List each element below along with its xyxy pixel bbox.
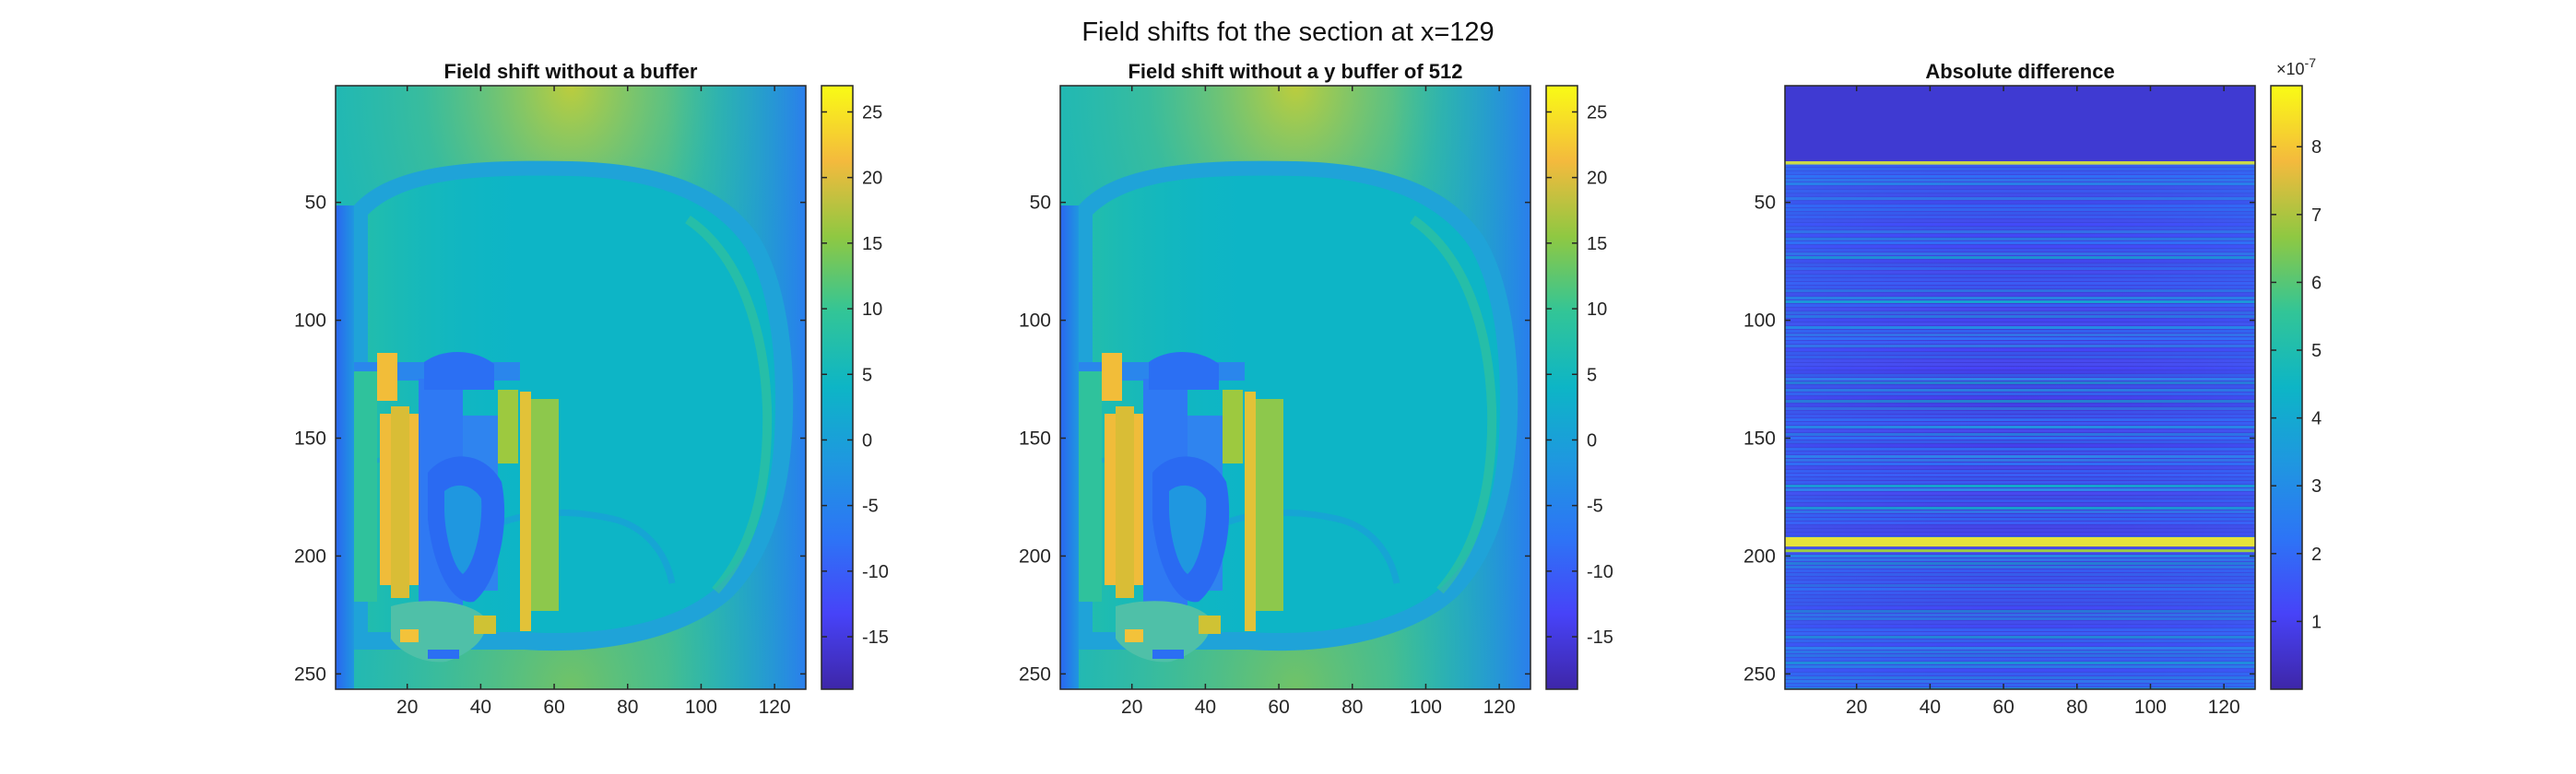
colorbar-tick-label: 6 — [2311, 273, 2322, 293]
y-tick-label: 150 — [1019, 428, 1051, 450]
y-tick-label: 250 — [1019, 663, 1051, 685]
panel-title: Field shift without a y buffer of 512 — [1128, 60, 1462, 83]
axes-frame — [335, 85, 807, 690]
x-tick-label: 20 — [396, 697, 418, 718]
colorbar-frame — [1545, 85, 1578, 690]
y-tick-label: 200 — [1019, 545, 1051, 567]
colorbar-tick-label: 4 — [2311, 409, 2322, 429]
x-tick-label: 120 — [759, 697, 791, 718]
bright-band-edge — [1785, 549, 2255, 553]
y-tick-label: 100 — [294, 311, 326, 332]
heatmap-image — [1785, 86, 2255, 689]
panel-2: Field shift without a y buffer of 512 20 4… — [1019, 60, 1613, 718]
y-tick-label: 100 — [1019, 311, 1051, 332]
y-tick-label: 250 — [294, 663, 326, 685]
colorbar-tick-label: 5 — [2311, 341, 2322, 361]
x-tick-label: 60 — [543, 697, 564, 718]
x-tick-label: 20 — [1121, 697, 1142, 718]
x-tick-label: 100 — [2134, 697, 2167, 718]
x-tick-label: 120 — [1483, 697, 1516, 718]
colorbar-tick-label: 3 — [2311, 476, 2322, 497]
axes-frame — [1784, 85, 2256, 690]
y-tick-label: 150 — [294, 428, 326, 450]
colorbar-tick-label: 15 — [862, 234, 882, 254]
axes-frame — [1059, 85, 1531, 690]
colorbar-tick-label: -15 — [862, 627, 889, 648]
colorbar-tick-label: 0 — [1587, 430, 1597, 451]
colorbar-tick-label: 5 — [1587, 365, 1597, 385]
x-tick-label: 40 — [1920, 697, 1941, 718]
y-tick-label: 150 — [1743, 428, 1776, 450]
colorbar-tick-label: -5 — [862, 497, 879, 517]
colorbar-tick-label: 5 — [862, 365, 872, 385]
colorbar-tick-label: -10 — [1587, 562, 1613, 582]
panel-title: Absolute difference — [1925, 60, 2114, 83]
colorbar-frame — [2270, 85, 2303, 690]
colorbar-tick-label: -10 — [862, 562, 889, 582]
y-tick-label: 200 — [294, 545, 326, 567]
y-tick-label: 250 — [1743, 663, 1776, 685]
x-tick-label: 80 — [1341, 697, 1363, 718]
y-tick-label: 50 — [305, 193, 326, 214]
colorbar — [1546, 86, 1578, 689]
x-tick-label: 80 — [617, 697, 638, 718]
colorbar-tick-label: -5 — [1587, 497, 1603, 517]
x-tick-label: 40 — [1195, 697, 1216, 718]
x-tick-label: 120 — [2208, 697, 2240, 718]
x-tick-label: 40 — [470, 697, 491, 718]
colorbar-tick-label: 25 — [862, 102, 882, 123]
colorbar-tick-label: 20 — [862, 169, 882, 189]
colorbar-tick-label: 1 — [2311, 612, 2322, 632]
colorbar-frame — [821, 85, 854, 690]
colorbar-tick-label: 10 — [862, 299, 882, 320]
colorbar — [2271, 86, 2302, 689]
y-tick-label: 50 — [1755, 193, 1776, 214]
bright-band — [1785, 536, 2255, 547]
x-tick-label: 100 — [685, 697, 717, 718]
colorbar-tick-label: 10 — [1587, 299, 1607, 320]
x-tick-label: 20 — [1846, 697, 1867, 718]
colorbar-exponent: ×10-7 — [2276, 55, 2316, 78]
colorbar-tick-label: 20 — [1587, 169, 1607, 189]
colorbar-tick-label: 25 — [1587, 102, 1607, 123]
x-tick-label: 60 — [1268, 697, 1289, 718]
y-tick-label: 200 — [1743, 545, 1776, 567]
colorbar-tick-label: 7 — [2311, 205, 2322, 226]
x-tick-label: 100 — [1410, 697, 1442, 718]
colorbar — [821, 86, 853, 689]
colorbar-tick-label: 0 — [862, 430, 872, 451]
heatmap-image — [336, 86, 806, 689]
y-tick-label: 100 — [1743, 311, 1776, 332]
panel-title: Field shift without a buffer — [444, 60, 698, 83]
colorbar-tick-label: 8 — [2311, 137, 2322, 158]
x-tick-label: 60 — [1992, 697, 2014, 718]
colorbar-tick-label: -15 — [1587, 627, 1613, 648]
figure-title: Field shifts fot the section at x=129 — [1081, 18, 1494, 47]
colorbar-tick-label: 2 — [2311, 545, 2322, 565]
y-tick-label: 50 — [1030, 193, 1051, 214]
colorbar-tick-label: 15 — [1587, 234, 1607, 254]
x-tick-label: 80 — [2066, 697, 2087, 718]
heatmap-image — [1060, 86, 1530, 689]
